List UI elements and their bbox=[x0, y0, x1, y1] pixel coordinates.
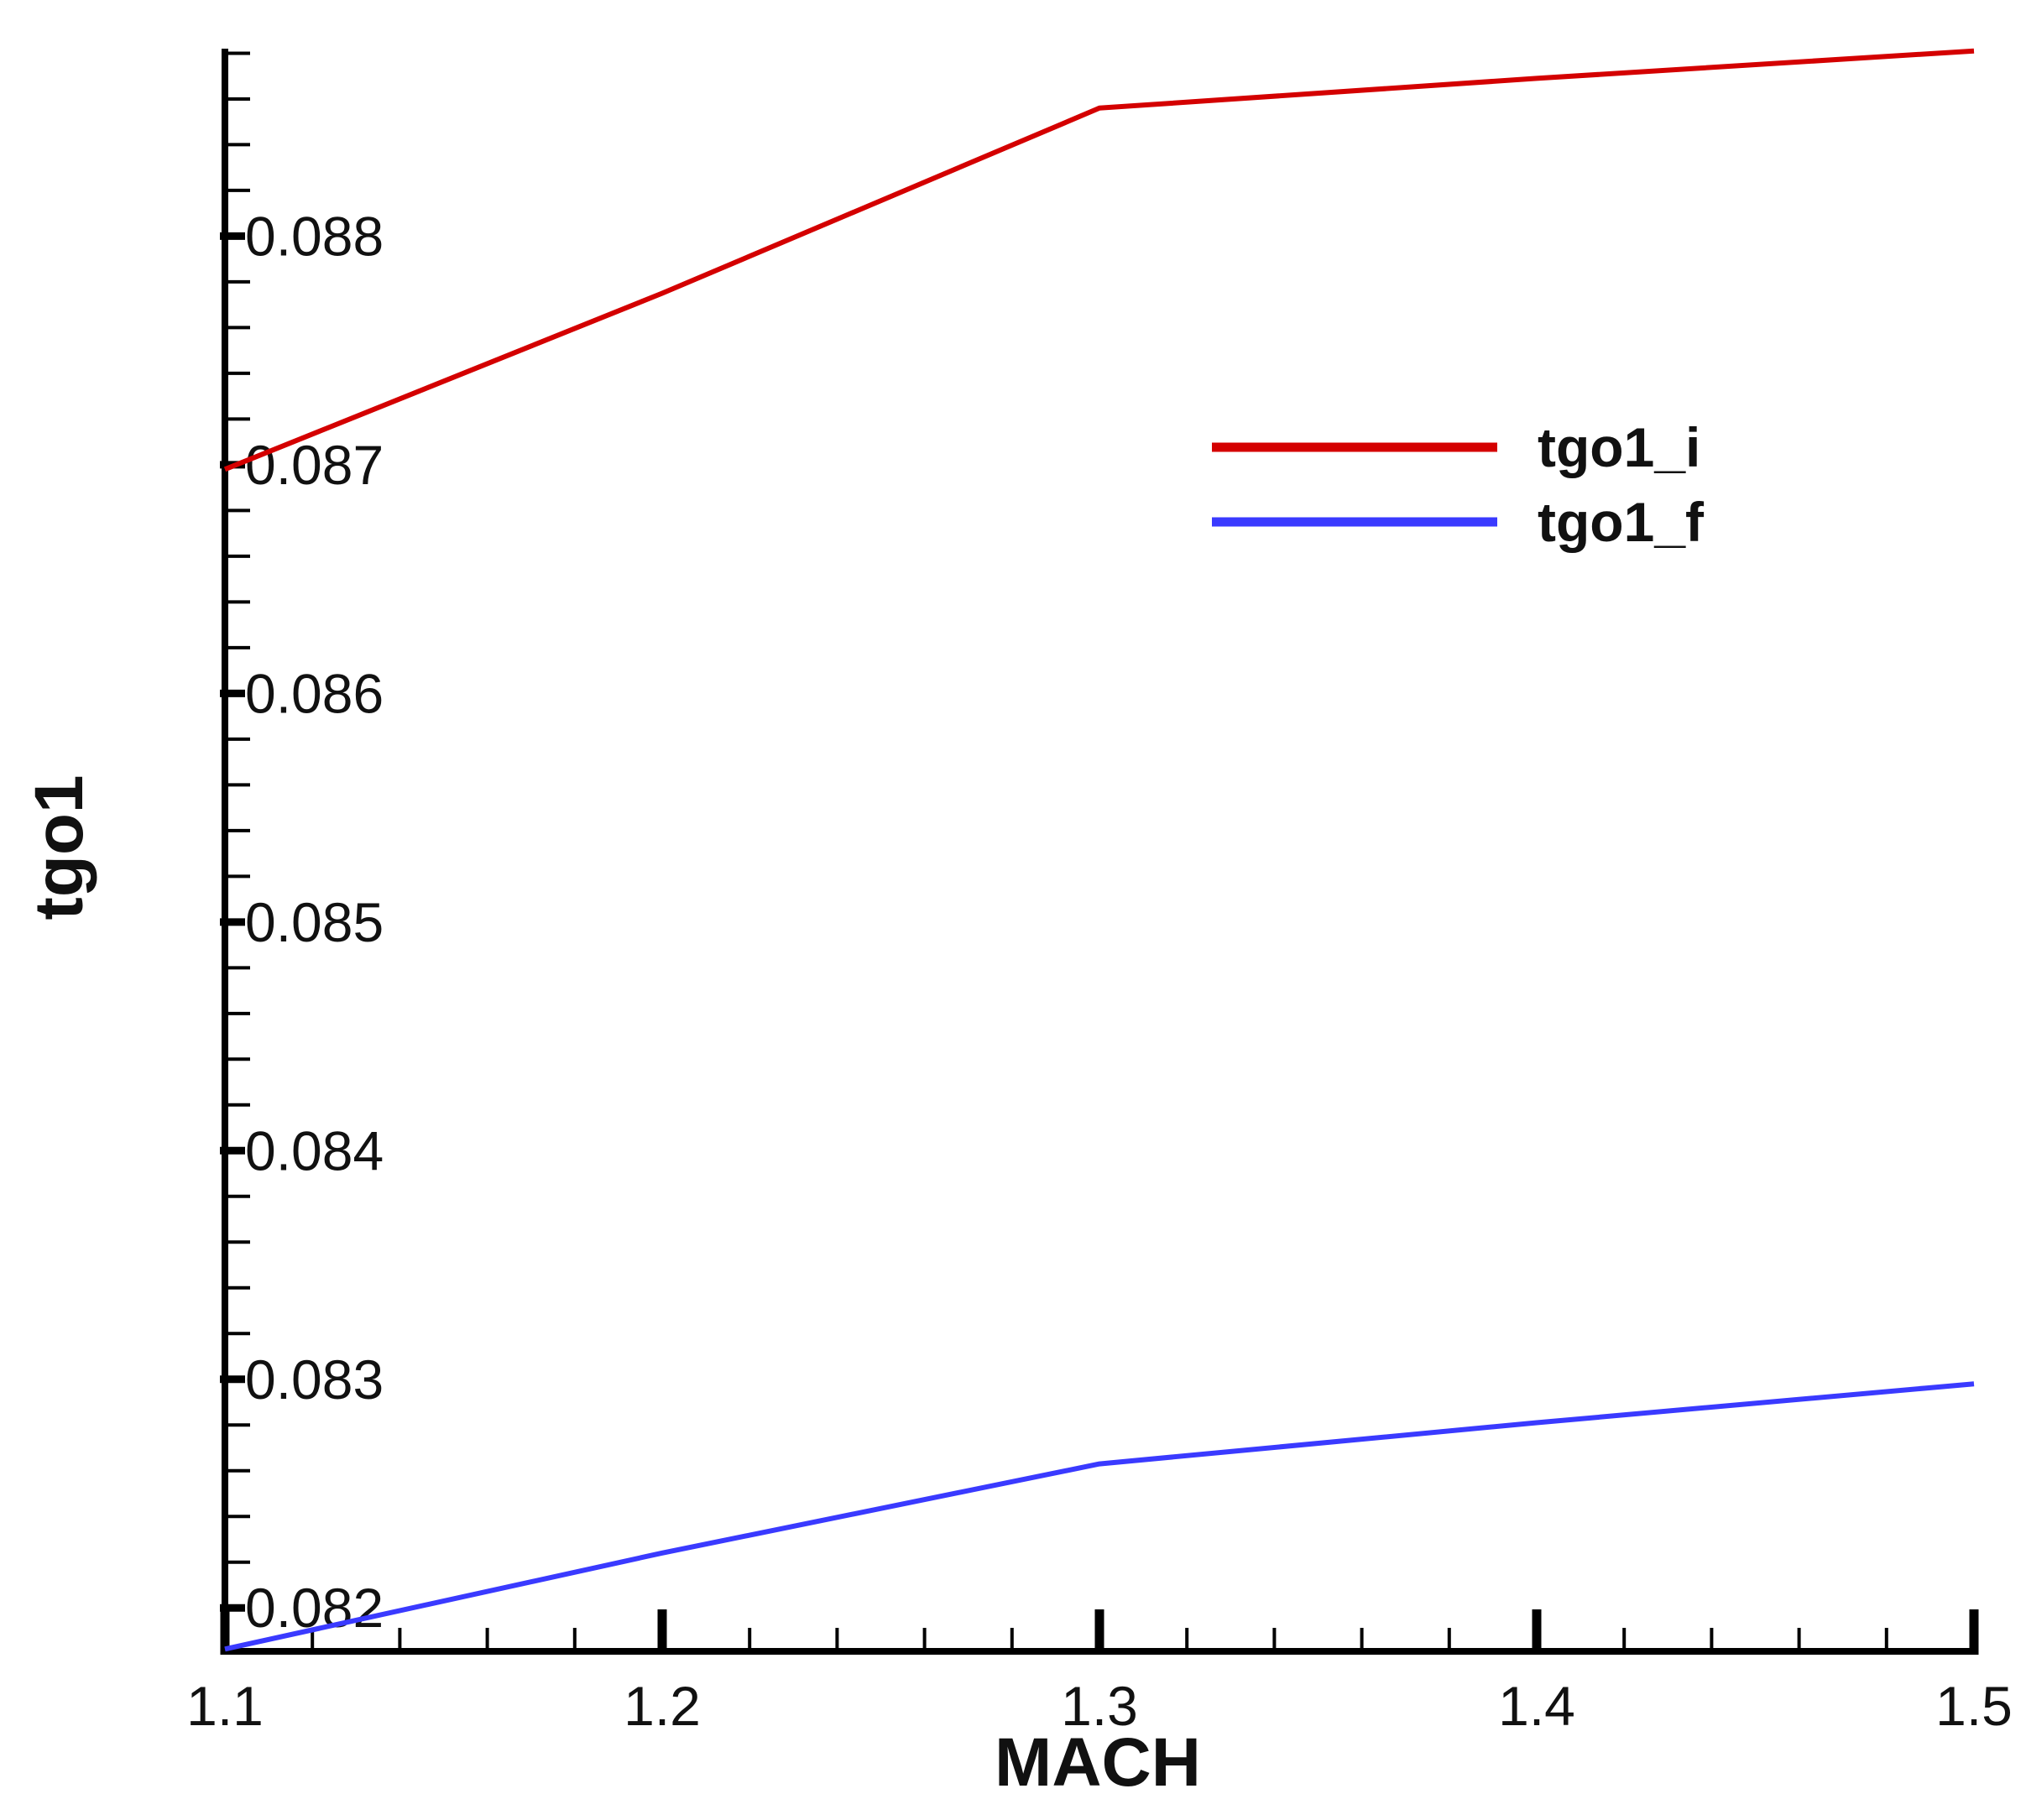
y-tick-label: 0.084 bbox=[245, 1119, 384, 1181]
y-tick-label: 0.085 bbox=[245, 891, 384, 953]
y-tick-label: 0.088 bbox=[245, 205, 384, 267]
y-tick-label: 0.083 bbox=[245, 1348, 384, 1411]
x-axis-ticks: 1.1 1.2 1.3 1.4 1.5 bbox=[186, 1609, 2013, 1737]
series-line-tgo1-i bbox=[223, 48, 1975, 472]
legend-label-tgo1-i: tgo1_i bbox=[1538, 416, 1700, 478]
x-tick-label: 1.2 bbox=[624, 1675, 701, 1737]
x-tick-label: 1.3 bbox=[1061, 1675, 1138, 1737]
series-line-tgo1-f bbox=[224, 1381, 1975, 1652]
x-tick-label: 1.5 bbox=[1935, 1675, 2013, 1737]
legend: tgo1_i tgo1_f bbox=[1212, 416, 1705, 553]
y-tick-label: 0.086 bbox=[245, 662, 384, 724]
x-axis-title: MACH bbox=[995, 1724, 1201, 1801]
legend-label-tgo1-f: tgo1_f bbox=[1538, 491, 1705, 553]
y-tick-label: 0.087 bbox=[245, 434, 384, 496]
x-tick-label: 1.4 bbox=[1498, 1675, 1575, 1737]
axes bbox=[222, 49, 1974, 1655]
plot-series bbox=[223, 48, 1975, 1652]
y-axis-title: tgo1 bbox=[21, 774, 97, 920]
x-tick-label: 1.1 bbox=[186, 1675, 264, 1737]
